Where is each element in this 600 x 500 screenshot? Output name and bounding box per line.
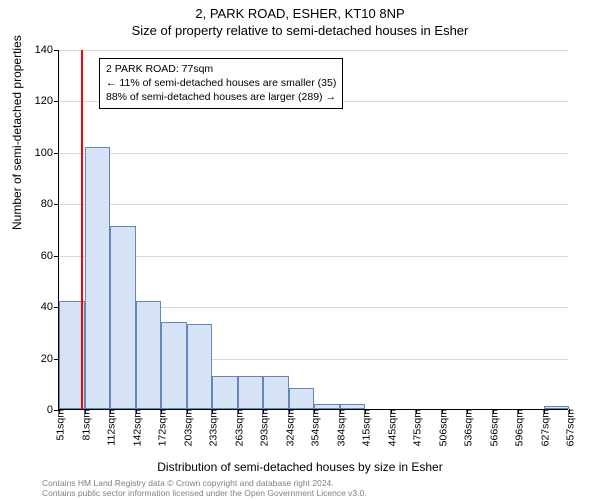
footer-attribution: Contains HM Land Registry data © Crown c… bbox=[42, 478, 367, 498]
ytick-label: 20 bbox=[41, 353, 59, 365]
annotation-box: 2 PARK ROAD: 77sqm← 11% of semi-detached… bbox=[99, 58, 343, 109]
ytick-label: 100 bbox=[35, 147, 59, 159]
gridline bbox=[59, 50, 568, 51]
chart-title-main: 2, PARK ROAD, ESHER, KT10 8NP bbox=[0, 0, 600, 21]
x-axis-label: Distribution of semi-detached houses by … bbox=[0, 460, 600, 474]
annotation-line: 2 PARK ROAD: 77sqm bbox=[106, 62, 336, 76]
xtick-label: 51sqm bbox=[52, 409, 67, 441]
y-axis-label: Number of semi-detached properties bbox=[10, 35, 24, 230]
xtick-label: 445sqm bbox=[383, 409, 398, 446]
histogram-bar bbox=[289, 388, 315, 409]
xtick-label: 324sqm bbox=[281, 409, 296, 446]
xtick-label: 384sqm bbox=[332, 409, 347, 446]
footer-line-2: Contains public sector information licen… bbox=[42, 488, 367, 498]
annotation-line: ← 11% of semi-detached houses are smalle… bbox=[106, 76, 336, 90]
histogram-bar bbox=[263, 376, 289, 409]
xtick-label: 657sqm bbox=[562, 409, 577, 446]
xtick-label: 233sqm bbox=[205, 409, 220, 446]
gridline bbox=[59, 204, 568, 205]
annotation-line: 88% of semi-detached houses are larger (… bbox=[106, 90, 336, 104]
xtick-label: 172sqm bbox=[154, 409, 169, 446]
ytick-label: 60 bbox=[41, 250, 59, 262]
histogram-bar bbox=[212, 376, 238, 409]
ytick-label: 120 bbox=[35, 95, 59, 107]
reference-line bbox=[81, 50, 83, 409]
ytick-label: 140 bbox=[35, 44, 59, 56]
histogram-bar bbox=[110, 226, 136, 409]
xtick-label: 293sqm bbox=[256, 409, 271, 446]
xtick-label: 112sqm bbox=[103, 409, 118, 446]
xtick-label: 596sqm bbox=[511, 409, 526, 446]
xtick-label: 263sqm bbox=[230, 409, 245, 446]
histogram-bar bbox=[85, 147, 111, 409]
xtick-label: 203sqm bbox=[179, 409, 194, 446]
histogram-bar bbox=[161, 322, 187, 409]
chart-title-sub: Size of property relative to semi-detach… bbox=[0, 21, 600, 42]
xtick-label: 142sqm bbox=[128, 409, 143, 446]
xtick-label: 506sqm bbox=[434, 409, 449, 446]
histogram-bar bbox=[187, 324, 213, 409]
ytick-label: 80 bbox=[41, 198, 59, 210]
plot-surface: 02040608010012014051sqm81sqm112sqm142sqm… bbox=[58, 50, 568, 410]
xtick-label: 475sqm bbox=[409, 409, 424, 446]
xtick-label: 627sqm bbox=[536, 409, 551, 446]
xtick-label: 81sqm bbox=[77, 409, 92, 441]
footer-line-1: Contains HM Land Registry data © Crown c… bbox=[42, 478, 367, 488]
xtick-label: 415sqm bbox=[358, 409, 373, 446]
histogram-bar bbox=[136, 301, 162, 409]
xtick-label: 566sqm bbox=[485, 409, 500, 446]
xtick-label: 536sqm bbox=[460, 409, 475, 446]
chart-plot-area: 02040608010012014051sqm81sqm112sqm142sqm… bbox=[58, 50, 568, 410]
histogram-bar bbox=[238, 376, 264, 409]
gridline bbox=[59, 153, 568, 154]
ytick-label: 40 bbox=[41, 301, 59, 313]
xtick-label: 354sqm bbox=[307, 409, 322, 446]
